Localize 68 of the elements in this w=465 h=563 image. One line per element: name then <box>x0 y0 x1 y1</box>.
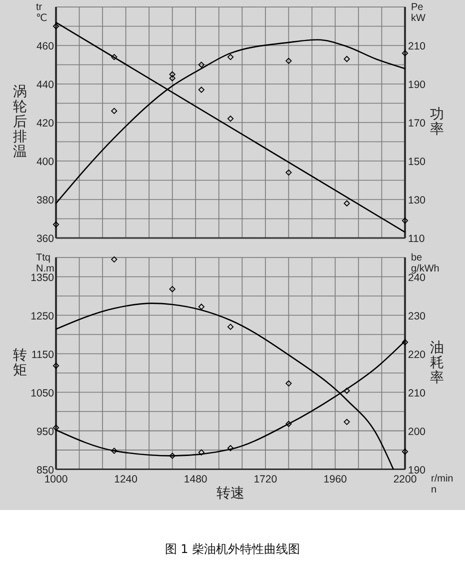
point <box>111 448 118 454</box>
y-tick-label: 420 <box>36 118 54 130</box>
y2-tick-label: 230 <box>408 310 426 322</box>
x-axis-title: 转速 <box>216 484 244 500</box>
point <box>52 362 60 369</box>
y-tick-label: 400 <box>36 156 54 168</box>
point <box>402 50 408 56</box>
point <box>52 23 60 30</box>
point <box>169 75 176 82</box>
y-tick-label: 360 <box>36 233 54 245</box>
y2-axis-title: 油耗率 <box>430 338 444 385</box>
y2-tick-label: 130 <box>408 194 426 206</box>
y2-tick-label: 110 <box>408 233 425 245</box>
point <box>198 86 204 93</box>
y-tick-label: 1350 <box>30 272 54 284</box>
y2-axis-title: 功率 <box>430 106 444 136</box>
point <box>111 108 118 114</box>
text: Pe kW <box>411 2 426 24</box>
point <box>402 339 408 346</box>
y2-tick-label: 210 <box>408 40 426 52</box>
point <box>52 424 60 431</box>
point <box>402 218 408 224</box>
point <box>286 380 292 386</box>
text: tr ℃ <box>36 2 48 24</box>
point <box>227 54 234 60</box>
y-tick-label: 1150 <box>31 348 54 361</box>
y-tick-label: 1250 <box>30 310 54 322</box>
y2-tick-label: 210 <box>408 387 426 400</box>
point <box>402 448 408 455</box>
point <box>198 62 204 68</box>
y-axis-title: 涡轮后排温 <box>13 83 27 159</box>
y-tick-label: 1050 <box>30 387 54 400</box>
text: Ttq N.m <box>36 252 54 274</box>
point <box>169 71 176 78</box>
point <box>198 449 204 456</box>
x-tick-label: 1720 <box>254 473 278 486</box>
point <box>344 56 350 62</box>
point <box>344 200 350 206</box>
y-tick-label: 950 <box>36 426 54 438</box>
y2-tick-label: 190 <box>408 79 426 91</box>
point <box>169 286 176 292</box>
point <box>111 54 118 60</box>
point <box>286 170 292 176</box>
y-axis-title: 转矩 <box>13 346 27 378</box>
point <box>286 58 292 64</box>
x-tick-label: 1960 <box>324 473 348 486</box>
y2-tick-label: 170 <box>408 118 426 130</box>
y-tick-label: 380 <box>36 194 54 206</box>
text: r/min n <box>431 473 454 496</box>
y-tick-label: 440 <box>36 79 54 91</box>
point <box>286 420 292 427</box>
y2-tick-label: 200 <box>408 426 426 438</box>
x-tick-label: 1240 <box>114 473 138 486</box>
point <box>344 388 350 394</box>
point <box>111 256 118 262</box>
y2-tick-label: 150 <box>408 156 426 168</box>
x-tick-label: 1480 <box>184 473 208 486</box>
point <box>227 324 234 330</box>
point <box>169 452 176 459</box>
point <box>227 445 234 452</box>
point <box>344 418 350 425</box>
point <box>198 304 204 310</box>
text: be g/kWh <box>411 252 440 274</box>
y2-tick-label: 220 <box>408 348 426 361</box>
caption: 图 1 柴油机外特性曲线图 <box>164 542 300 556</box>
y-tick-label: 460 <box>36 40 54 52</box>
point <box>52 221 60 228</box>
point <box>227 116 234 122</box>
